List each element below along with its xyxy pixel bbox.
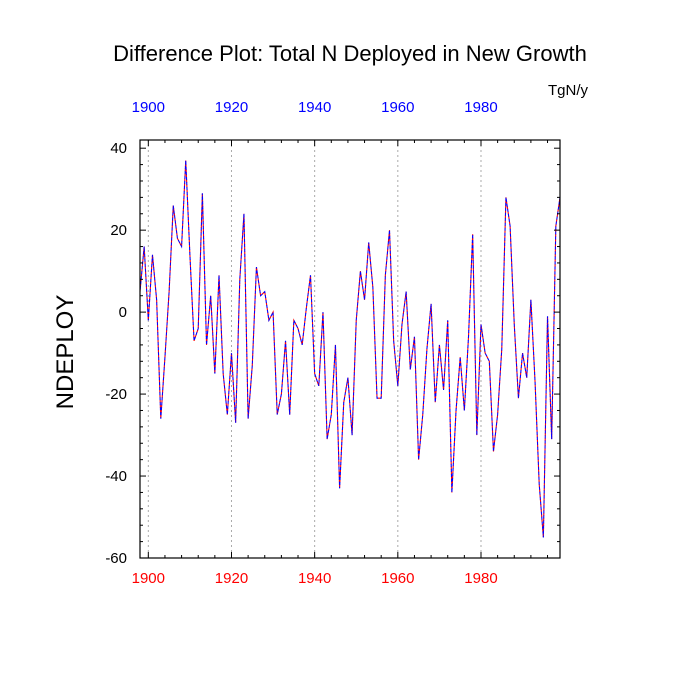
y-tick-label: -20 <box>105 386 127 403</box>
axes: 1900 1900 1920 1920 1940 1940 1960 1960 1980 1980… <box>105 99 561 587</box>
series-line-primary <box>139 160 561 538</box>
y-tick-label: 0 <box>119 304 127 321</box>
x-tick-label-bottom: 1900 <box>132 570 165 587</box>
y-axis-label: NDEPLOY <box>52 295 79 410</box>
plot-frame <box>139 139 561 559</box>
x-tick-label-bottom: 1960 <box>381 570 414 587</box>
units-label: TgN/y <box>548 82 589 99</box>
x-tick-label-bottom: 1980 <box>464 570 497 587</box>
chart-title: Difference Plot: Total N Deployed in New… <box>113 41 587 66</box>
y-tick-label: -40 <box>105 468 127 485</box>
x-tick-label-top: 1900 <box>132 99 165 116</box>
x-tick-label-top: 1940 <box>298 99 331 116</box>
x-tick-label-top: 1960 <box>381 99 414 116</box>
x-tick-label-top: 1920 <box>215 99 248 116</box>
plot-series <box>139 160 561 538</box>
grid-lines <box>147 140 482 558</box>
x-tick-label-bottom: 1940 <box>298 570 331 587</box>
y-tick-label: 40 <box>110 140 127 157</box>
y-tick-label: -60 <box>105 550 127 567</box>
series-line-secondary <box>139 160 561 538</box>
x-tick-label-bottom: 1920 <box>215 570 248 587</box>
y-tick-label: 20 <box>110 222 127 239</box>
x-tick-label-top: 1980 <box>464 99 497 116</box>
